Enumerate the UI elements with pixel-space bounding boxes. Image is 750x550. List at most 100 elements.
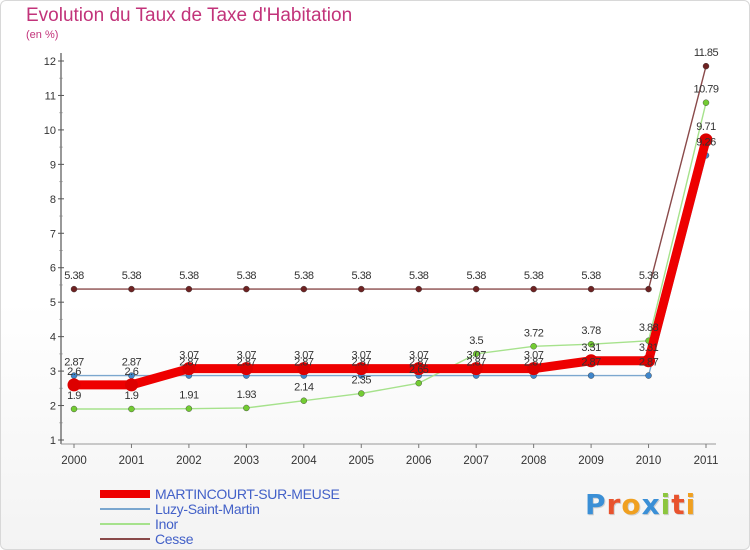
unit-label: (en %) [26, 29, 59, 41]
data-label-1: 2.87 [352, 357, 372, 369]
data-label-2: 3.5 [469, 335, 483, 347]
logo-letter: t [671, 488, 686, 521]
series-point-2 [472, 350, 480, 358]
data-label-0: 3.07 [524, 350, 544, 362]
data-label-0: 9.71 [696, 121, 716, 133]
y-tick-label: 3 [50, 366, 56, 378]
series-point-0 [412, 362, 426, 376]
x-tick-label: 2009 [578, 455, 604, 467]
data-label-0: 3.07 [237, 350, 257, 362]
data-label-0: 2.6 [67, 366, 81, 378]
y-tick-label: 9 [50, 159, 56, 171]
y-tick-label: 5 [50, 297, 56, 309]
x-tick-label: 2008 [521, 455, 547, 467]
series-point-0 [297, 362, 311, 376]
data-label-1: 2.87 [122, 357, 142, 369]
legend-swatch-inor [100, 523, 150, 525]
legend-label-inor: Inor [155, 516, 178, 532]
x-tick-label: 2011 [694, 455, 719, 467]
series-point-3 [70, 285, 78, 293]
data-label-2: 2.14 [294, 382, 314, 394]
data-label-0: 3.07 [294, 350, 314, 362]
legend-swatch-cesse [100, 538, 150, 540]
series-point-0 [699, 133, 713, 147]
series-point-2 [243, 404, 250, 412]
data-label-2: 3.72 [524, 327, 544, 339]
series-point-3 [587, 285, 595, 293]
data-label-3: 11.85 [694, 47, 719, 59]
x-tick-label: 2001 [119, 455, 145, 467]
y-tick-label: 11 [45, 90, 56, 102]
series-point-0 [469, 362, 483, 376]
series-point-1 [587, 372, 595, 379]
data-label-3: 5.38 [466, 270, 486, 282]
data-label-1: 2.87 [179, 357, 199, 369]
logo-letter: P [585, 488, 607, 521]
series-point-2 [128, 405, 135, 413]
data-label-2: 3.78 [581, 325, 601, 337]
data-label-2: 1.9 [67, 390, 81, 402]
data-label-3: 5.38 [639, 270, 659, 282]
series-point-0 [354, 362, 368, 376]
data-label-1: 2.87 [294, 357, 314, 369]
x-tick-label: 2004 [291, 455, 317, 467]
series-point-2 [415, 379, 422, 387]
data-label-0: 3.07 [409, 350, 429, 362]
series-point-2 [358, 390, 365, 397]
series-point-3 [472, 285, 480, 293]
y-tick-label: 7 [50, 228, 56, 240]
y-tick-label: 2 [50, 401, 56, 413]
x-tick-label: 2007 [463, 455, 489, 467]
series-point-2 [530, 343, 537, 350]
x-tick-label: 2003 [234, 455, 260, 467]
data-label-3: 5.38 [122, 270, 142, 282]
series-point-3 [300, 285, 308, 293]
series-point-0 [527, 362, 541, 376]
series-point-2 [702, 99, 710, 106]
data-label-1: 2.87 [409, 357, 429, 369]
series-point-0 [182, 362, 196, 376]
chart-title: Evolution du Taux de Taxe d'Habitation [26, 5, 353, 26]
data-label-3: 5.38 [352, 270, 372, 282]
series-point-0 [642, 354, 656, 368]
data-label-0: 3.07 [179, 350, 199, 362]
series-point-3 [128, 285, 135, 293]
legend-swatch-martincourt [100, 490, 150, 498]
series-line-2 [73, 101, 707, 410]
data-label-2: 2.35 [352, 374, 372, 386]
data-label-3: 5.38 [64, 270, 84, 282]
legend-label-luzy: Luzy-Saint-Martin [155, 501, 260, 517]
data-label-1: 2.87 [639, 357, 659, 369]
data-label-1: 2.87 [466, 357, 486, 369]
legend-swatch-luzy [100, 508, 150, 510]
x-tick-label: 2000 [61, 455, 87, 467]
y-tick-label: 8 [50, 194, 56, 206]
y-tick-label: 1 [50, 435, 56, 447]
series-point-3 [243, 285, 250, 293]
series-line-3 [73, 65, 707, 290]
data-label-3: 5.38 [524, 270, 544, 282]
data-label-3: 5.38 [294, 270, 314, 282]
series-point-0 [584, 354, 598, 368]
data-label-0: 3.31 [639, 342, 659, 354]
series-line-0 [69, 135, 711, 390]
data-label-2: 1.9 [125, 390, 139, 402]
data-label-2: 3.88 [639, 322, 659, 334]
data-label-1: 9.26 [696, 136, 716, 148]
logo-letter: i [685, 488, 697, 521]
data-label-2: 2.65 [409, 364, 429, 376]
data-label-3: 5.38 [581, 270, 601, 282]
data-label-3: 5.38 [237, 270, 257, 282]
series-point-2 [70, 405, 78, 413]
series-point-3 [185, 285, 193, 293]
data-label-0: 3.07 [466, 350, 486, 362]
x-tick-label: 2002 [176, 455, 202, 467]
series-point-2 [300, 397, 308, 404]
series-point-3 [358, 285, 365, 293]
logo-letter: o [621, 488, 642, 521]
data-label-0: 2.6 [125, 366, 139, 378]
series-point-3 [702, 62, 710, 70]
data-label-2: 1.91 [179, 390, 199, 402]
